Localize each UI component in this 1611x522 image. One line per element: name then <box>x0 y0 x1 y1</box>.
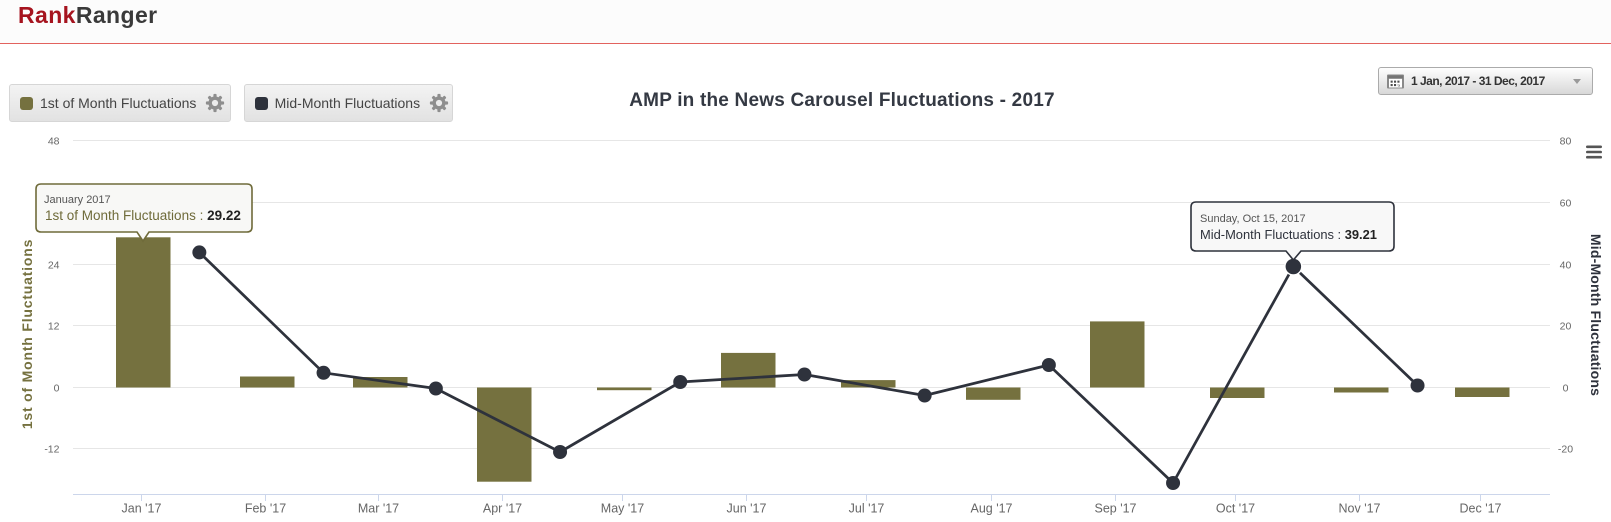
svg-text:Sunday, Oct 15, 2017: Sunday, Oct 15, 2017 <box>1200 213 1306 225</box>
svg-text:Sep '17: Sep '17 <box>1094 502 1136 516</box>
svg-text:Aug '17: Aug '17 <box>970 502 1012 516</box>
svg-text:Nov '17: Nov '17 <box>1339 502 1381 516</box>
svg-text:24: 24 <box>48 260 60 272</box>
svg-text:60: 60 <box>1560 198 1572 210</box>
svg-text:Mar '17: Mar '17 <box>358 502 399 516</box>
svg-text:0: 0 <box>54 383 60 395</box>
svg-text:Jun '17: Jun '17 <box>727 502 767 516</box>
svg-text:Dec '17: Dec '17 <box>1460 502 1502 516</box>
svg-text:12: 12 <box>48 321 60 333</box>
svg-text:Mid-Month Fluctuations : 39.21: Mid-Month Fluctuations : 39.21 <box>1200 227 1377 242</box>
svg-text:Jul '17: Jul '17 <box>849 502 885 516</box>
svg-text:Jan '17: Jan '17 <box>122 502 162 516</box>
svg-text:-20: -20 <box>1558 444 1573 456</box>
svg-text:1st of Month Fluctuations: 1st of Month Fluctuations <box>19 239 35 429</box>
svg-text:40: 40 <box>1560 260 1572 272</box>
svg-text:May '17: May '17 <box>601 502 644 516</box>
svg-text:Apr '17: Apr '17 <box>483 502 522 516</box>
svg-text:20: 20 <box>1560 321 1572 333</box>
svg-text:80: 80 <box>1560 136 1572 148</box>
svg-text:Feb '17: Feb '17 <box>245 502 286 516</box>
svg-text:-12: -12 <box>44 444 59 456</box>
svg-text:1st of Month Fluctuations : 29: 1st of Month Fluctuations : 29.22 <box>45 208 241 223</box>
svg-text:Oct '17: Oct '17 <box>1216 502 1255 516</box>
svg-text:Mid-Month Fluctuations: Mid-Month Fluctuations <box>1588 234 1604 396</box>
svg-text:48: 48 <box>48 136 60 148</box>
svg-text:January 2017: January 2017 <box>44 194 111 206</box>
svg-text:0: 0 <box>1563 383 1569 395</box>
